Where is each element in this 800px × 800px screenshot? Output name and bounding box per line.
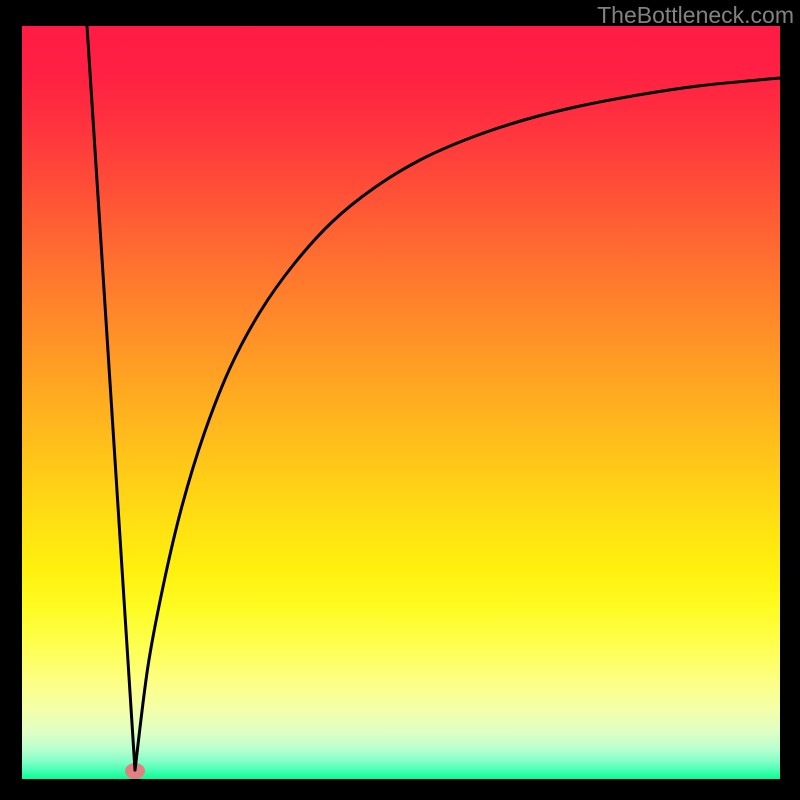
plot-area (22, 26, 780, 779)
curve-right (135, 78, 780, 770)
attribution-text: TheBottleneck.com (597, 2, 794, 29)
curve-left (87, 26, 135, 770)
curve-layer (22, 26, 780, 779)
chart-container: TheBottleneck.com (0, 0, 800, 800)
